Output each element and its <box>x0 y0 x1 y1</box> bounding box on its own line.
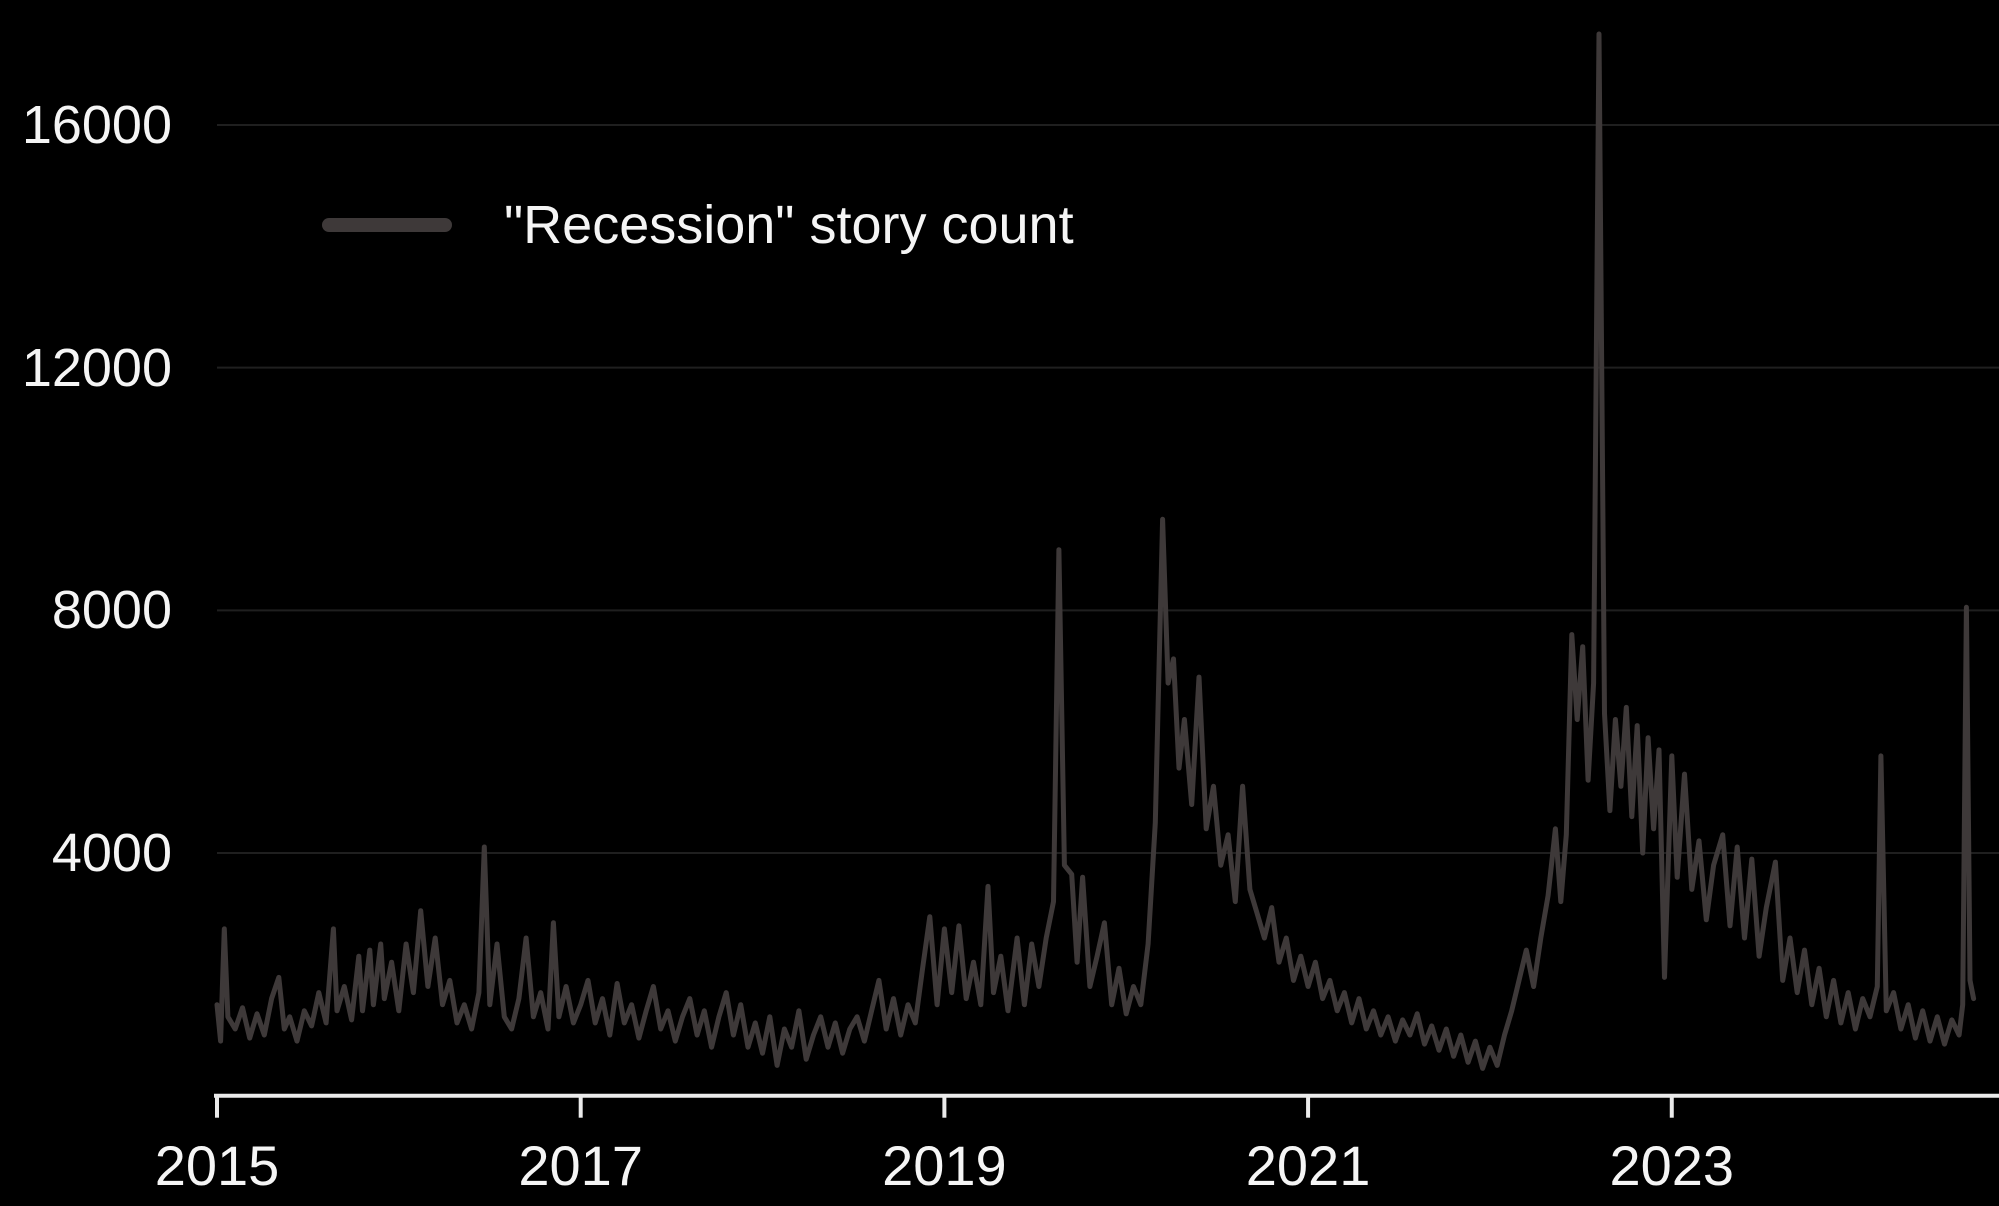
legend: "Recession" story count <box>322 196 1074 254</box>
series-line-recession-story-count <box>214 31 1977 1071</box>
legend-label: "Recession" story count <box>504 195 1074 255</box>
y-axis-tick-label: 4000 <box>51 823 172 884</box>
y-axis-tick-label: 16000 <box>21 94 172 155</box>
y-axis-tick-label: 8000 <box>51 580 172 641</box>
x-axis-tick-label: 2015 <box>154 1134 280 1197</box>
x-axis-tick-label: 2017 <box>518 1134 643 1197</box>
x-axis-tick-label: 2019 <box>882 1134 1007 1197</box>
x-axis-tick-label: 2023 <box>1609 1134 1735 1197</box>
x-axis-tick-label: 2021 <box>1245 1134 1371 1197</box>
legend-line-swatch <box>322 218 452 232</box>
y-axis-tick-label: 12000 <box>21 337 172 398</box>
